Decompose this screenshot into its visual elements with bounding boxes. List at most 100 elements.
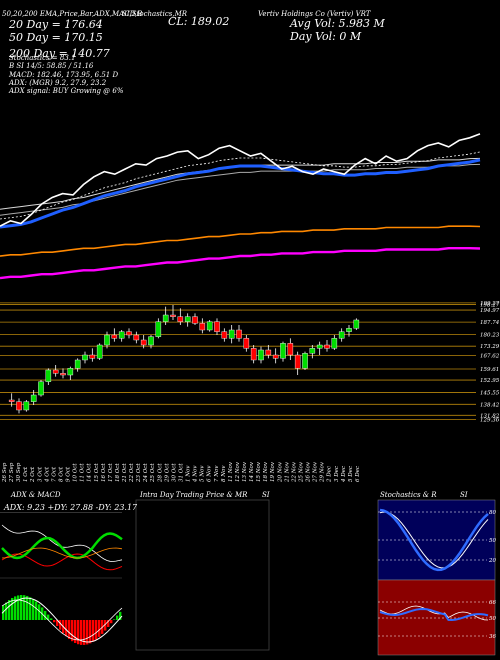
date-label: 3 Dec bbox=[334, 466, 340, 482]
macd-histogram-bar bbox=[35, 601, 38, 620]
macd-histogram-bar bbox=[26, 595, 29, 620]
date-label: 13 Nov bbox=[242, 461, 248, 482]
macd-histogram-bar bbox=[59, 620, 62, 630]
intraday-title: Intra Day Trading Price & MR bbox=[140, 491, 248, 499]
macd-histogram-bar bbox=[104, 620, 107, 631]
intraday-panel bbox=[135, 499, 270, 651]
macd-histogram-bar bbox=[113, 619, 116, 620]
date-label: 17 Oct bbox=[108, 463, 114, 482]
ticker-label: Vertiv Holdings Co (Vertiv) VRT bbox=[258, 10, 371, 18]
si-signal-line bbox=[379, 605, 489, 621]
price-level-label: 145.55 bbox=[480, 390, 500, 396]
price-level-label: 173.29 bbox=[480, 344, 500, 350]
macd-histogram-bar bbox=[107, 620, 110, 627]
candle-body bbox=[221, 331, 228, 339]
candle-body bbox=[346, 328, 352, 332]
date-label: 4 Dec bbox=[341, 466, 347, 483]
candle-body bbox=[89, 354, 96, 359]
macd-histogram-bar bbox=[119, 611, 122, 620]
candle-body bbox=[272, 354, 279, 359]
price-level-label: 194.97 bbox=[480, 308, 500, 314]
date-label: 27 Nov bbox=[313, 461, 319, 483]
macd-histogram-bar bbox=[44, 610, 47, 620]
candle-body bbox=[309, 348, 316, 354]
stochastics-title: Stochastics & R bbox=[380, 491, 437, 499]
macd-histogram-bar bbox=[74, 620, 77, 643]
candle-body bbox=[324, 344, 330, 349]
candle-body bbox=[38, 381, 44, 396]
date-label: 27 Sep bbox=[9, 462, 15, 483]
candle-body bbox=[16, 401, 22, 411]
date-label: 10 Oct bbox=[73, 463, 79, 482]
candle-body bbox=[265, 349, 272, 356]
candle-body bbox=[82, 354, 88, 361]
candle-body bbox=[52, 369, 59, 374]
macd-histogram-bar bbox=[17, 595, 20, 620]
date-label: 11 Nov bbox=[228, 461, 234, 482]
candle-body bbox=[155, 321, 162, 337]
price-level-label: 129.36 bbox=[480, 417, 500, 423]
candle-body bbox=[206, 321, 213, 331]
candle-body bbox=[23, 401, 30, 411]
macd-value: MACD: 182.46, 173.95, 6.51 D bbox=[9, 71, 119, 79]
price-level-label: 167.62 bbox=[480, 354, 500, 360]
si-level-label: 66 bbox=[489, 600, 496, 606]
price-level-label: 180.23 bbox=[480, 333, 500, 339]
macd-histogram-bar bbox=[98, 620, 101, 637]
adx-macd-title: ADX & MACD bbox=[11, 491, 61, 499]
date-label: 12 Nov bbox=[235, 461, 241, 482]
date-label: 6 Dec bbox=[355, 466, 361, 482]
candle-body bbox=[236, 329, 242, 339]
date-label: 4 Nov bbox=[193, 465, 199, 483]
candle-body bbox=[45, 369, 52, 382]
date-label: 23 Oct bbox=[136, 463, 142, 483]
date-label: 26 Nov bbox=[306, 461, 312, 483]
price-level-label: 198.27 bbox=[480, 303, 500, 309]
macd-histogram-bar bbox=[92, 620, 95, 642]
macd-histogram-bar bbox=[95, 620, 98, 640]
macd-histogram-bar bbox=[110, 620, 113, 624]
price-level-label: 152.95 bbox=[480, 378, 500, 384]
macd-histogram-bar bbox=[38, 604, 41, 620]
candle-body bbox=[184, 316, 191, 322]
candle-body bbox=[250, 348, 257, 361]
stochastics-level-label: 80 bbox=[489, 510, 496, 516]
candle-body bbox=[177, 316, 184, 322]
candle-body bbox=[199, 323, 206, 331]
adx-value: ADX: (MGR) 9.2, 27.9, 23.2 bbox=[9, 79, 107, 87]
candle-body bbox=[214, 321, 220, 332]
macd-histogram-bar bbox=[65, 620, 68, 637]
candle-body bbox=[243, 338, 250, 349]
macd-line bbox=[1, 597, 123, 643]
candle-body bbox=[104, 334, 110, 346]
si-level-label: 50 bbox=[489, 616, 496, 622]
date-label: 4 Oct bbox=[44, 466, 50, 483]
date-label: 18 Oct bbox=[115, 463, 121, 482]
candle-body bbox=[126, 331, 132, 336]
date-label: 14 Oct bbox=[87, 463, 93, 482]
macd-histogram-bar bbox=[71, 620, 74, 642]
date-label: 25 Nov bbox=[299, 461, 305, 483]
ema200-line bbox=[0, 225, 481, 257]
plus-di-line bbox=[1, 532, 123, 560]
macd-signal-line bbox=[1, 599, 123, 641]
macd-histogram-bar bbox=[8, 600, 11, 620]
price-level-label: 199.27 bbox=[480, 301, 500, 307]
price-level-label: 187.74 bbox=[480, 320, 500, 326]
avg-volume: Avg Vol: 5.983 M bbox=[290, 17, 385, 30]
macd-histogram-bar bbox=[68, 620, 71, 639]
macd-histogram-bar bbox=[56, 620, 59, 627]
macd-histogram-bar bbox=[32, 599, 35, 620]
date-label: 21 Oct bbox=[122, 463, 128, 483]
candle-body bbox=[316, 344, 323, 349]
candle-body bbox=[67, 368, 74, 376]
date-label: 2 Dec bbox=[327, 466, 333, 483]
intraday-si-label: SI bbox=[262, 491, 270, 499]
date-label: 29 Oct bbox=[164, 463, 170, 483]
price-level-label: 138.42 bbox=[480, 402, 500, 408]
si-line bbox=[379, 607, 489, 622]
candle-body bbox=[140, 339, 147, 346]
macd-histogram-bar bbox=[80, 620, 83, 645]
candle-body bbox=[170, 314, 176, 317]
candle-body bbox=[96, 344, 103, 359]
